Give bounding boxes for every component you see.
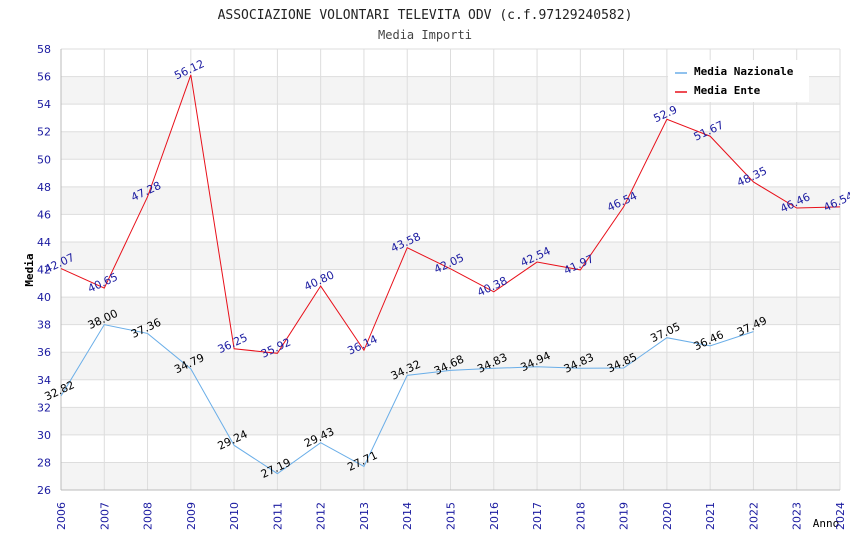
y-tick-label: 36 [37, 346, 51, 359]
grid-lines [60, 48, 841, 491]
y-tick-label: 58 [37, 43, 51, 56]
x-tick-label: 2024 [834, 502, 847, 530]
x-tick-label: 2013 [358, 502, 371, 530]
x-tick-label: 2023 [791, 502, 804, 530]
legend-label-ente: Media Ente [694, 84, 761, 97]
chart-subtitle: Media Importi [378, 28, 472, 42]
y-tick-label: 42 [37, 264, 51, 277]
x-tick-label: 2016 [488, 502, 501, 530]
x-tick-label: 2008 [142, 502, 155, 530]
y-axis-label: Media [23, 253, 36, 286]
x-tick-label: 2020 [661, 502, 674, 530]
x-tick-label: 2007 [98, 502, 111, 530]
y-tick-labels: 26 28 30 32 34 36 38 40 42 44 46 48 50 52 54 56 58 [37, 43, 51, 497]
x-tick-labels: 2006 2007 2008 2009 2010 2011 2012 2013 2014 2015… [55, 502, 847, 530]
y-tick-label: 46 [37, 208, 51, 221]
y-tick-label: 38 [37, 319, 51, 332]
legend-label-nazionale: Media Nazionale [694, 65, 794, 78]
legend-box [668, 60, 809, 102]
x-tick-label: 2010 [228, 502, 241, 530]
y-tick-label: 26 [37, 484, 51, 497]
x-tick-label: 2022 [747, 502, 760, 530]
x-tick-label: 2009 [185, 502, 198, 530]
y-tick-label: 44 [37, 236, 51, 249]
y-tick-label: 56 [37, 71, 51, 84]
x-tick-label: 2018 [574, 502, 587, 530]
y-tick-label: 52 [37, 126, 51, 139]
y-tick-label: 34 [37, 374, 51, 387]
y-tick-label: 32 [37, 401, 51, 414]
x-tick-label: 2011 [271, 502, 284, 530]
legend: Media Nazionale Media Ente [668, 60, 809, 102]
series-lines [60, 74, 841, 475]
y-tick-label: 40 [37, 291, 51, 304]
series-line-ente [60, 74, 841, 354]
y-tick-label: 30 [37, 429, 51, 442]
x-tick-label: 2006 [55, 502, 68, 530]
x-tick-label: 2014 [401, 502, 414, 530]
series-line-nazionale [60, 324, 754, 475]
x-tick-label: 2021 [704, 502, 717, 530]
chart-title: ASSOCIAZIONE VOLONTARI TELEVITA ODV (c.f… [218, 8, 633, 23]
x-tick-label: 2015 [445, 502, 458, 530]
x-tick-label: 2012 [315, 502, 328, 530]
x-axis-label: Anno [813, 517, 840, 530]
y-tick-label: 54 [37, 98, 51, 111]
x-tick-label: 2019 [618, 502, 631, 530]
y-tick-label: 50 [37, 153, 51, 166]
y-tick-label: 28 [37, 456, 51, 469]
x-tick-label: 2017 [531, 502, 544, 530]
y-tick-label: 48 [37, 181, 51, 194]
